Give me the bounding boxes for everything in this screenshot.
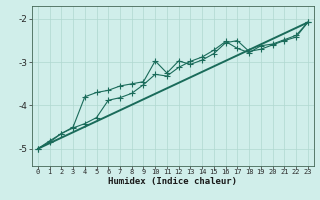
X-axis label: Humidex (Indice chaleur): Humidex (Indice chaleur) (108, 177, 237, 186)
